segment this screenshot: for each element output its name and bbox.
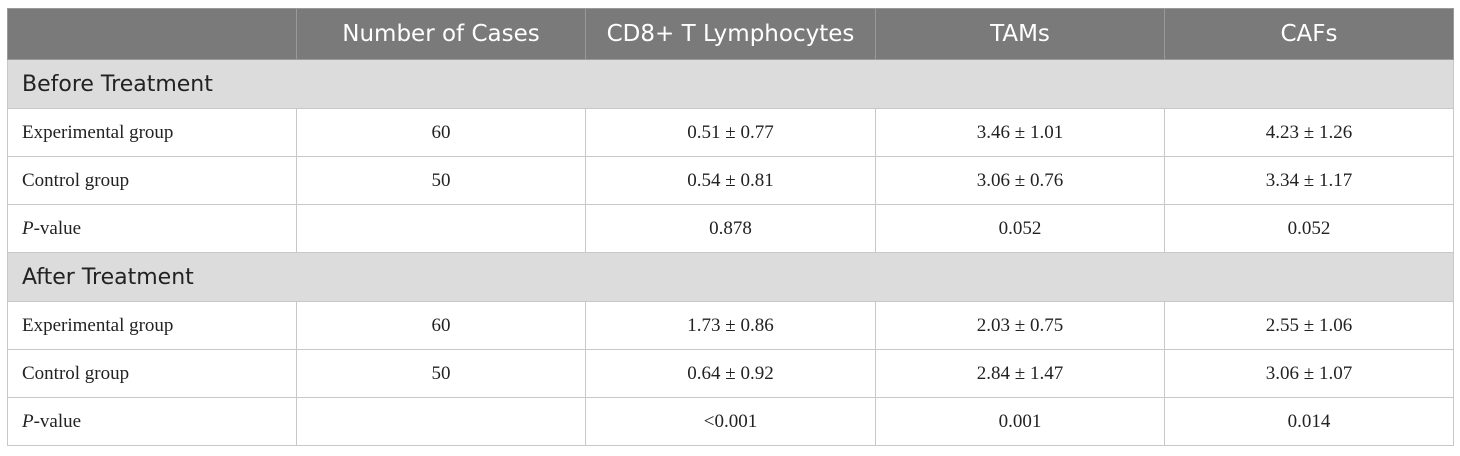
cell-tams: 3.46 ± 1.01 — [875, 108, 1165, 157]
cell-cd8: 1.73 ± 0.86 — [585, 301, 876, 350]
cell-cd8: 0.64 ± 0.92 — [585, 349, 876, 398]
table-row: Control group 50 0.64 ± 0.92 2.84 ± 1.47… — [7, 349, 1454, 398]
row-label-text: Control group — [22, 362, 130, 384]
cell-cd8: 0.51 ± 0.77 — [585, 108, 876, 157]
results-table: Number of Cases CD8+ T Lymphocytes TAMs … — [7, 8, 1454, 446]
row-label: P-value — [7, 397, 297, 446]
section-row-after-treatment: After Treatment — [7, 252, 1454, 302]
cell-cafs: 0.052 — [1164, 204, 1454, 253]
cell-cafs: 2.55 ± 1.06 — [1164, 301, 1454, 350]
cell-cafs: 4.23 ± 1.26 — [1164, 108, 1454, 157]
row-label-text: Experimental group — [22, 121, 174, 143]
cell-cases: 50 — [296, 349, 586, 398]
cell-cafs: 3.34 ± 1.17 — [1164, 156, 1454, 205]
row-label-text: -value — [33, 410, 82, 432]
cell-tams: 0.001 — [875, 397, 1165, 446]
results-table-container: Number of Cases CD8+ T Lymphocytes TAMs … — [7, 8, 1454, 446]
header-cell-cafs: CAFs — [1164, 8, 1454, 60]
table-body: Before Treatment Experimental group 60 0… — [7, 59, 1454, 446]
row-label: P-value — [7, 204, 297, 253]
section-title: Before Treatment — [7, 59, 1454, 109]
row-label: Control group — [7, 349, 297, 398]
header-cell-empty — [7, 8, 297, 60]
table-row: Control group 50 0.54 ± 0.81 3.06 ± 0.76… — [7, 156, 1454, 205]
table-row: P-value 0.878 0.052 0.052 — [7, 204, 1454, 253]
header-cell-tams: TAMs — [875, 8, 1165, 60]
header-cell-cd8: CD8+ T Lymphocytes — [585, 8, 876, 60]
table-row: Experimental group 60 1.73 ± 0.86 2.03 ±… — [7, 301, 1454, 350]
cell-cd8: 0.54 ± 0.81 — [585, 156, 876, 205]
cell-cases — [296, 204, 586, 253]
row-label: Experimental group — [7, 301, 297, 350]
table-row: Experimental group 60 0.51 ± 0.77 3.46 ±… — [7, 108, 1454, 157]
row-label-text: Experimental group — [22, 314, 174, 336]
cell-cases: 60 — [296, 108, 586, 157]
header-cell-cases: Number of Cases — [296, 8, 586, 60]
row-label-italic: P — [22, 217, 34, 239]
section-row-before-treatment: Before Treatment — [7, 59, 1454, 109]
cell-tams: 0.052 — [875, 204, 1165, 253]
cell-tams: 3.06 ± 0.76 — [875, 156, 1165, 205]
row-label: Experimental group — [7, 108, 297, 157]
row-label-text: Control group — [22, 169, 130, 191]
header-row: Number of Cases CD8+ T Lymphocytes TAMs … — [7, 8, 1454, 60]
table-row: P-value <0.001 0.001 0.014 — [7, 397, 1454, 446]
cell-cafs: 3.06 ± 1.07 — [1164, 349, 1454, 398]
cell-cases: 60 — [296, 301, 586, 350]
row-label: Control group — [7, 156, 297, 205]
table-header: Number of Cases CD8+ T Lymphocytes TAMs … — [7, 8, 1454, 60]
cell-cases — [296, 397, 586, 446]
section-title: After Treatment — [7, 252, 1454, 302]
cell-cd8: <0.001 — [585, 397, 876, 446]
cell-cases: 50 — [296, 156, 586, 205]
row-label-italic: P — [22, 410, 34, 432]
cell-cafs: 0.014 — [1164, 397, 1454, 446]
cell-tams: 2.84 ± 1.47 — [875, 349, 1165, 398]
cell-tams: 2.03 ± 0.75 — [875, 301, 1165, 350]
cell-cd8: 0.878 — [585, 204, 876, 253]
row-label-text: -value — [33, 217, 82, 239]
